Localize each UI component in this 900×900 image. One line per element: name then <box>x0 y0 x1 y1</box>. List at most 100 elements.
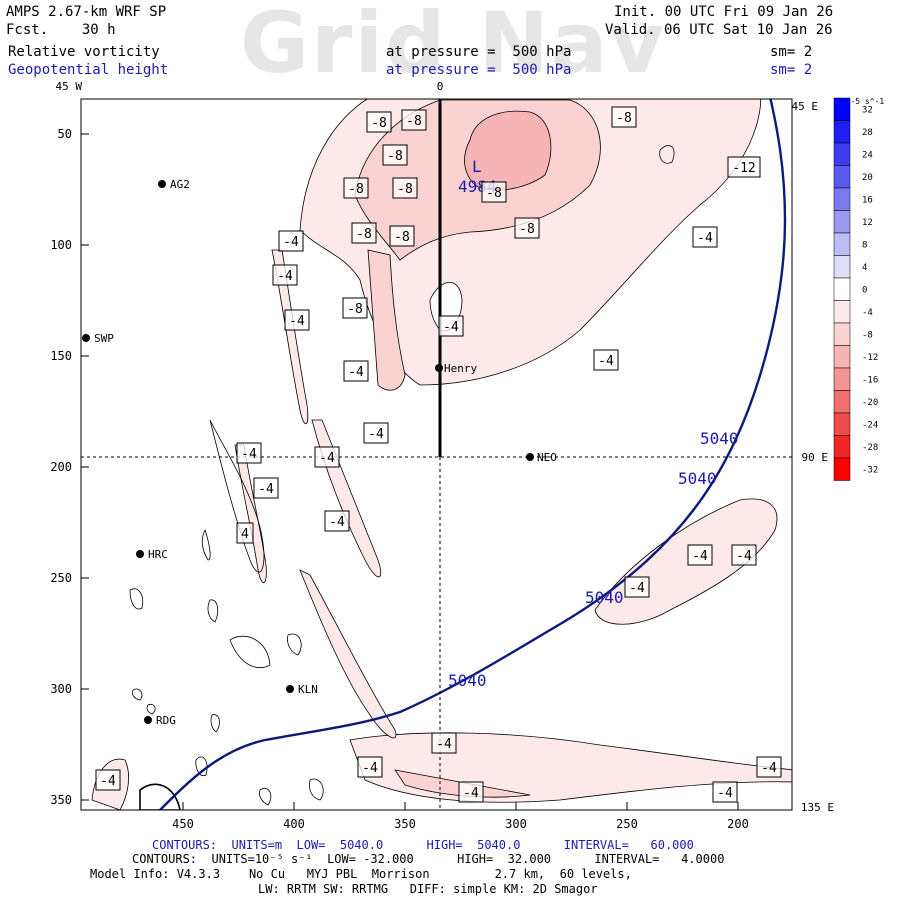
station-label-swp: SWP <box>94 332 114 345</box>
colorbar-tick-label: 16 <box>862 195 873 205</box>
colorbar-tick-label: -4 <box>862 308 873 318</box>
x-tick-label: 250 <box>616 817 638 831</box>
colorbar-swatch <box>833 255 851 279</box>
station-marker-henry <box>435 364 443 372</box>
field2-pressure: at pressure = 500 hPa <box>386 62 572 78</box>
vorticity-label-box <box>727 156 761 178</box>
colorbar-tick-label: 20 <box>862 173 873 183</box>
vorticity-label: -8 <box>406 114 422 129</box>
vorticity-label: -4 <box>100 774 116 789</box>
vorticity-label: -4 <box>629 581 645 596</box>
colorbar: 10^-5 s^-1 32 28 24 20 16 12 8 4 0 -4 -8 -12 -16 -20 -… <box>833 97 884 481</box>
vorticity-label-box <box>514 217 540 239</box>
contour-line-10 <box>659 145 675 164</box>
vorticity-label-box <box>756 756 782 778</box>
contour-line-6 <box>287 633 302 656</box>
vorticity-label-box <box>343 177 369 199</box>
vorticity-label-box <box>357 756 383 778</box>
vorticity-label: -4 <box>697 231 713 246</box>
colorbar-tick-label: -12 <box>862 353 878 363</box>
vorticity-label-box <box>272 264 298 286</box>
vorticity-label-box <box>342 297 368 319</box>
height-label: 5040 <box>448 671 487 690</box>
contour-line-14 <box>146 703 156 715</box>
vorticity-label-box <box>624 576 650 598</box>
station-marker-hrc <box>136 550 144 558</box>
footer-height-contours: CONTOURS: UNITS=m LOW= 5040.0 HIGH= 5040… <box>152 838 694 852</box>
contour-line-13 <box>132 688 143 701</box>
field2-title: Geopotential height <box>8 62 169 78</box>
colorbar-swatch <box>833 187 851 211</box>
lon-label-90e: 90 E <box>802 451 829 464</box>
vorticity-label-box <box>687 544 713 566</box>
low-marker: L <box>472 157 482 176</box>
vorticity-label: -4 <box>717 786 733 801</box>
watermark: Grid Nav <box>240 0 667 92</box>
vorticity-label: -4 <box>598 354 614 369</box>
contour-line-1 <box>209 419 265 573</box>
y-tick-label: 300 <box>50 682 72 696</box>
contour-line-2 <box>201 528 211 561</box>
geopotential-height-contour-5040 <box>159 99 787 810</box>
footer-physics-info: LW: RRTM SW: RRTMG DIFF: simple KM: 2D S… <box>258 882 598 896</box>
vorticity-label: -4 <box>258 482 274 497</box>
stations: AG2 SWP HRC KLN RDG Henry NEO <box>82 178 557 727</box>
colorbar-swatch <box>833 300 851 324</box>
vorticity-label: -8 <box>519 222 535 237</box>
vorticity-label: -4 <box>736 549 752 564</box>
vorticity-label: -4 <box>289 314 305 329</box>
station-marker-rdg <box>144 716 152 724</box>
vorticity-filament-2 <box>311 419 382 578</box>
vorticity-label: 4 <box>241 527 249 542</box>
field2-smoothing: sm= 2 <box>770 62 813 78</box>
vorticity-label-box <box>95 769 121 791</box>
vorticity-label: -4 <box>348 365 364 380</box>
vorticity-label: -8 <box>356 227 372 242</box>
station-marker-neo <box>526 453 534 461</box>
vorticity-label-box <box>389 225 415 247</box>
plot-frame <box>80 98 793 811</box>
x-tick-label: 350 <box>394 817 416 831</box>
vorticity-label-box <box>366 111 392 133</box>
y-tick-label: 350 <box>50 793 72 807</box>
colorbar-swatch <box>833 367 851 391</box>
colorbar-swatch <box>833 210 851 234</box>
vorticity-region-minus12 <box>464 110 552 191</box>
colorbar-swatch <box>833 412 851 436</box>
contour-line-4 <box>207 599 219 623</box>
vorticity-label-box <box>692 226 718 248</box>
colorbar-tick-label: 32 <box>862 105 873 115</box>
forecast-hour: Fcst. 30 h <box>6 22 116 38</box>
colorbar-swatch <box>833 165 851 189</box>
vorticity-label: -4 <box>443 320 459 335</box>
map-plot-area <box>91 99 792 810</box>
vorticity-label: -8 <box>371 116 387 131</box>
vorticity-filament-1 <box>299 569 397 739</box>
vorticity-label-box <box>363 422 389 444</box>
colorbar-tick-label: -24 <box>862 420 878 430</box>
colorbar-swatch <box>833 120 851 144</box>
colorbar-tick-label: -32 <box>862 465 878 475</box>
colorbar-tick-label: 28 <box>862 128 873 138</box>
vorticity-label-box <box>253 477 279 499</box>
vorticity-label-box <box>324 510 350 532</box>
field1-title: Relative vorticity <box>8 44 160 60</box>
vorticity-labels: -8 -8 -8 -8 -8 -8 -8 -8 -8 -8 -8 -12 -4 -4 -4 -4 -4 -4 -4 -… <box>95 106 782 803</box>
x-tick-label: 300 <box>505 817 527 831</box>
vorticity-filament-3 <box>234 444 267 583</box>
y-tick-label: 200 <box>50 460 72 474</box>
colorbar-tick-label: -20 <box>862 398 878 408</box>
contour-line-11 <box>309 778 324 801</box>
vorticity-label: -4 <box>319 451 335 466</box>
contour-line-3 <box>129 588 144 610</box>
vorticity-label-box <box>611 106 637 128</box>
vorticity-label-box <box>712 781 738 803</box>
height-labels: 5040 5040 5040 5040 L 4984 <box>448 157 739 690</box>
vorticity-label-box <box>351 222 377 244</box>
vorticity-label-box <box>236 522 254 544</box>
colorbar-swatch <box>833 390 851 414</box>
y-tick-label: 100 <box>50 238 72 252</box>
vorticity-label-box <box>314 446 340 468</box>
colorbar-swatch <box>833 457 851 481</box>
